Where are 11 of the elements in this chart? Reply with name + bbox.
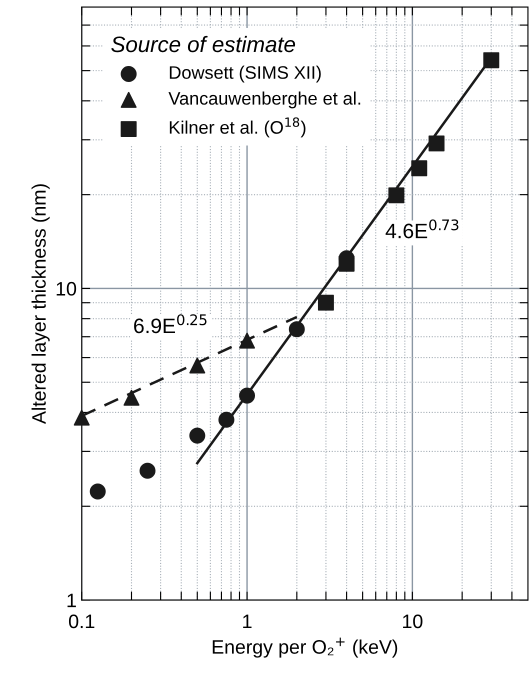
x-tick-label: 0.1	[68, 614, 94, 628]
x-tick-label: 1	[243, 614, 252, 628]
annotation: 6.9E$^{0.25}$	[134, 314, 206, 334]
y-axis-title: Altered layer thickness (nm)	[32, 184, 50, 424]
legend-label: Vancauwenberghe et al.	[168, 92, 360, 108]
legend-label: Dowsett (SIMS XII)	[170, 66, 321, 82]
legend-title: Source of estimate	[111, 36, 296, 52]
x-axis-title: Energy per O₂$^{+}$ (keV)	[212, 638, 398, 658]
legend-label: Kilner et al. (O$^{18}$)	[170, 117, 306, 138]
x-tick-label: 10	[403, 614, 422, 628]
annotation: 4.6E$^{0.73}$	[386, 219, 458, 238]
